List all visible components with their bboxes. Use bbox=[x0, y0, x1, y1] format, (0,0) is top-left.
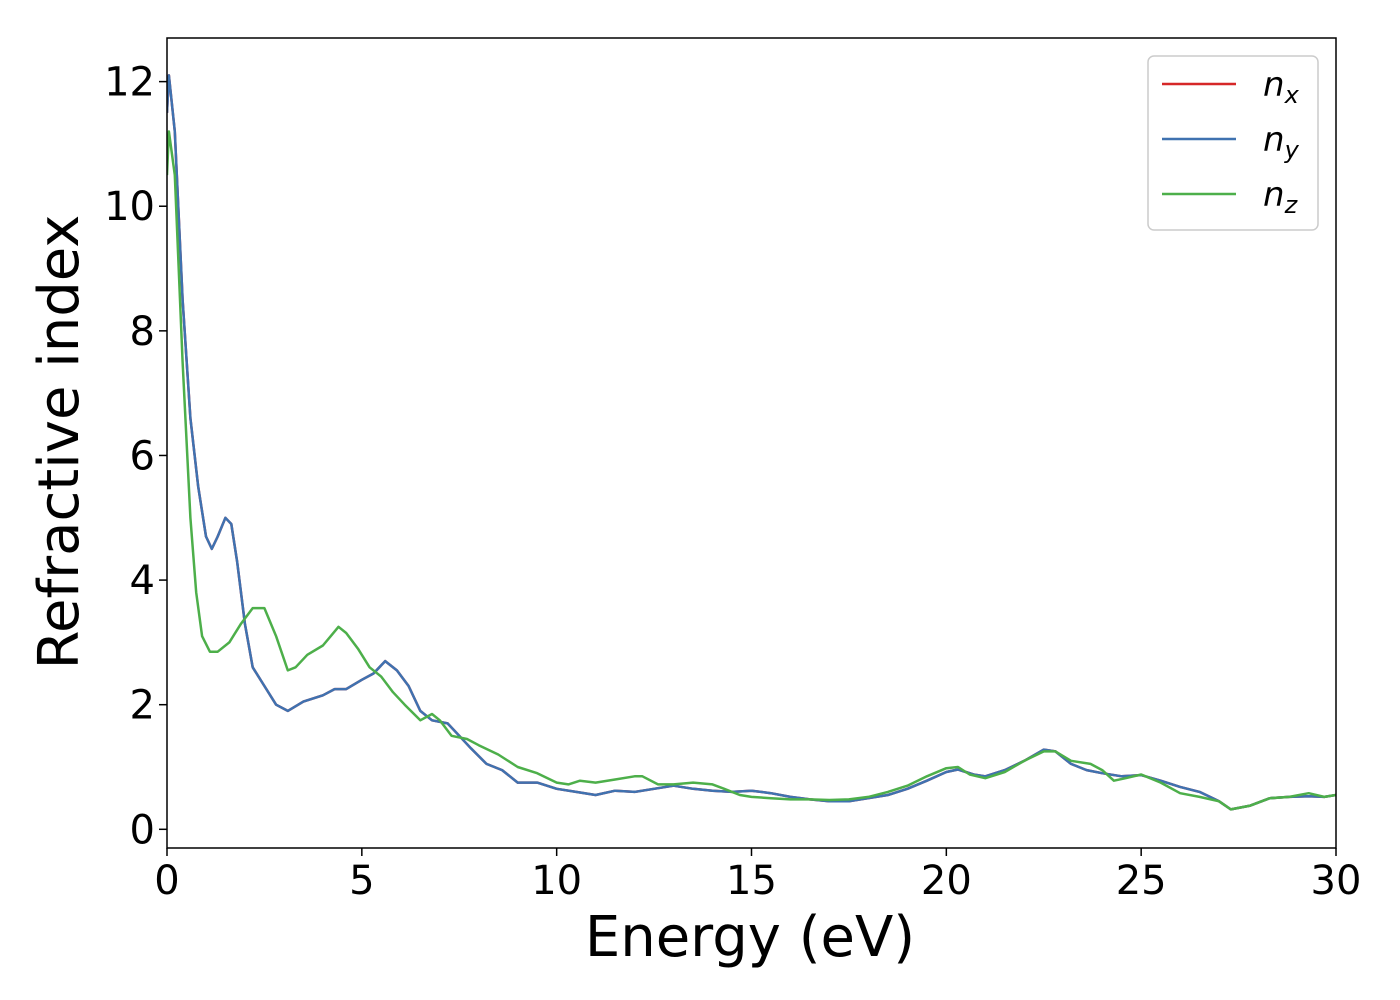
series-line-nz bbox=[167, 130, 1336, 811]
x-axis-label: Energy (eV) bbox=[585, 905, 915, 970]
y-tick-label: 2 bbox=[130, 683, 155, 729]
legend-box bbox=[1147, 55, 1319, 231]
x-tick-label: 25 bbox=[1116, 858, 1167, 904]
legend-label-nx: nx bbox=[1263, 65, 1300, 109]
x-tick-label: 15 bbox=[726, 858, 777, 904]
x-tick-label: 0 bbox=[154, 858, 179, 904]
x-tick-label: 5 bbox=[349, 858, 374, 904]
y-tick-label: 10 bbox=[104, 184, 155, 230]
x-tick-label: 20 bbox=[921, 858, 972, 904]
x-axis-ticks: 0 5 10 15 20 25 30 bbox=[154, 848, 1361, 904]
y-tick-label: 0 bbox=[130, 807, 155, 853]
series-layer bbox=[167, 74, 1336, 811]
y-tick-label: 6 bbox=[130, 433, 155, 479]
x-tick-label: 10 bbox=[531, 858, 582, 904]
series-line-ny bbox=[167, 74, 1336, 811]
y-tick-label: 12 bbox=[104, 60, 155, 106]
y-tick-label: 8 bbox=[130, 309, 155, 355]
legend: nx ny nz bbox=[1147, 55, 1319, 231]
legend-label-ny: ny bbox=[1263, 120, 1300, 164]
y-tick-label: 4 bbox=[130, 558, 155, 604]
y-axis-label: Refractive index bbox=[27, 215, 92, 670]
x-tick-label: 30 bbox=[1311, 858, 1362, 904]
y-axis-ticks: 0 2 4 6 8 10 12 bbox=[104, 60, 167, 853]
legend-label-nz: nz bbox=[1263, 175, 1299, 219]
